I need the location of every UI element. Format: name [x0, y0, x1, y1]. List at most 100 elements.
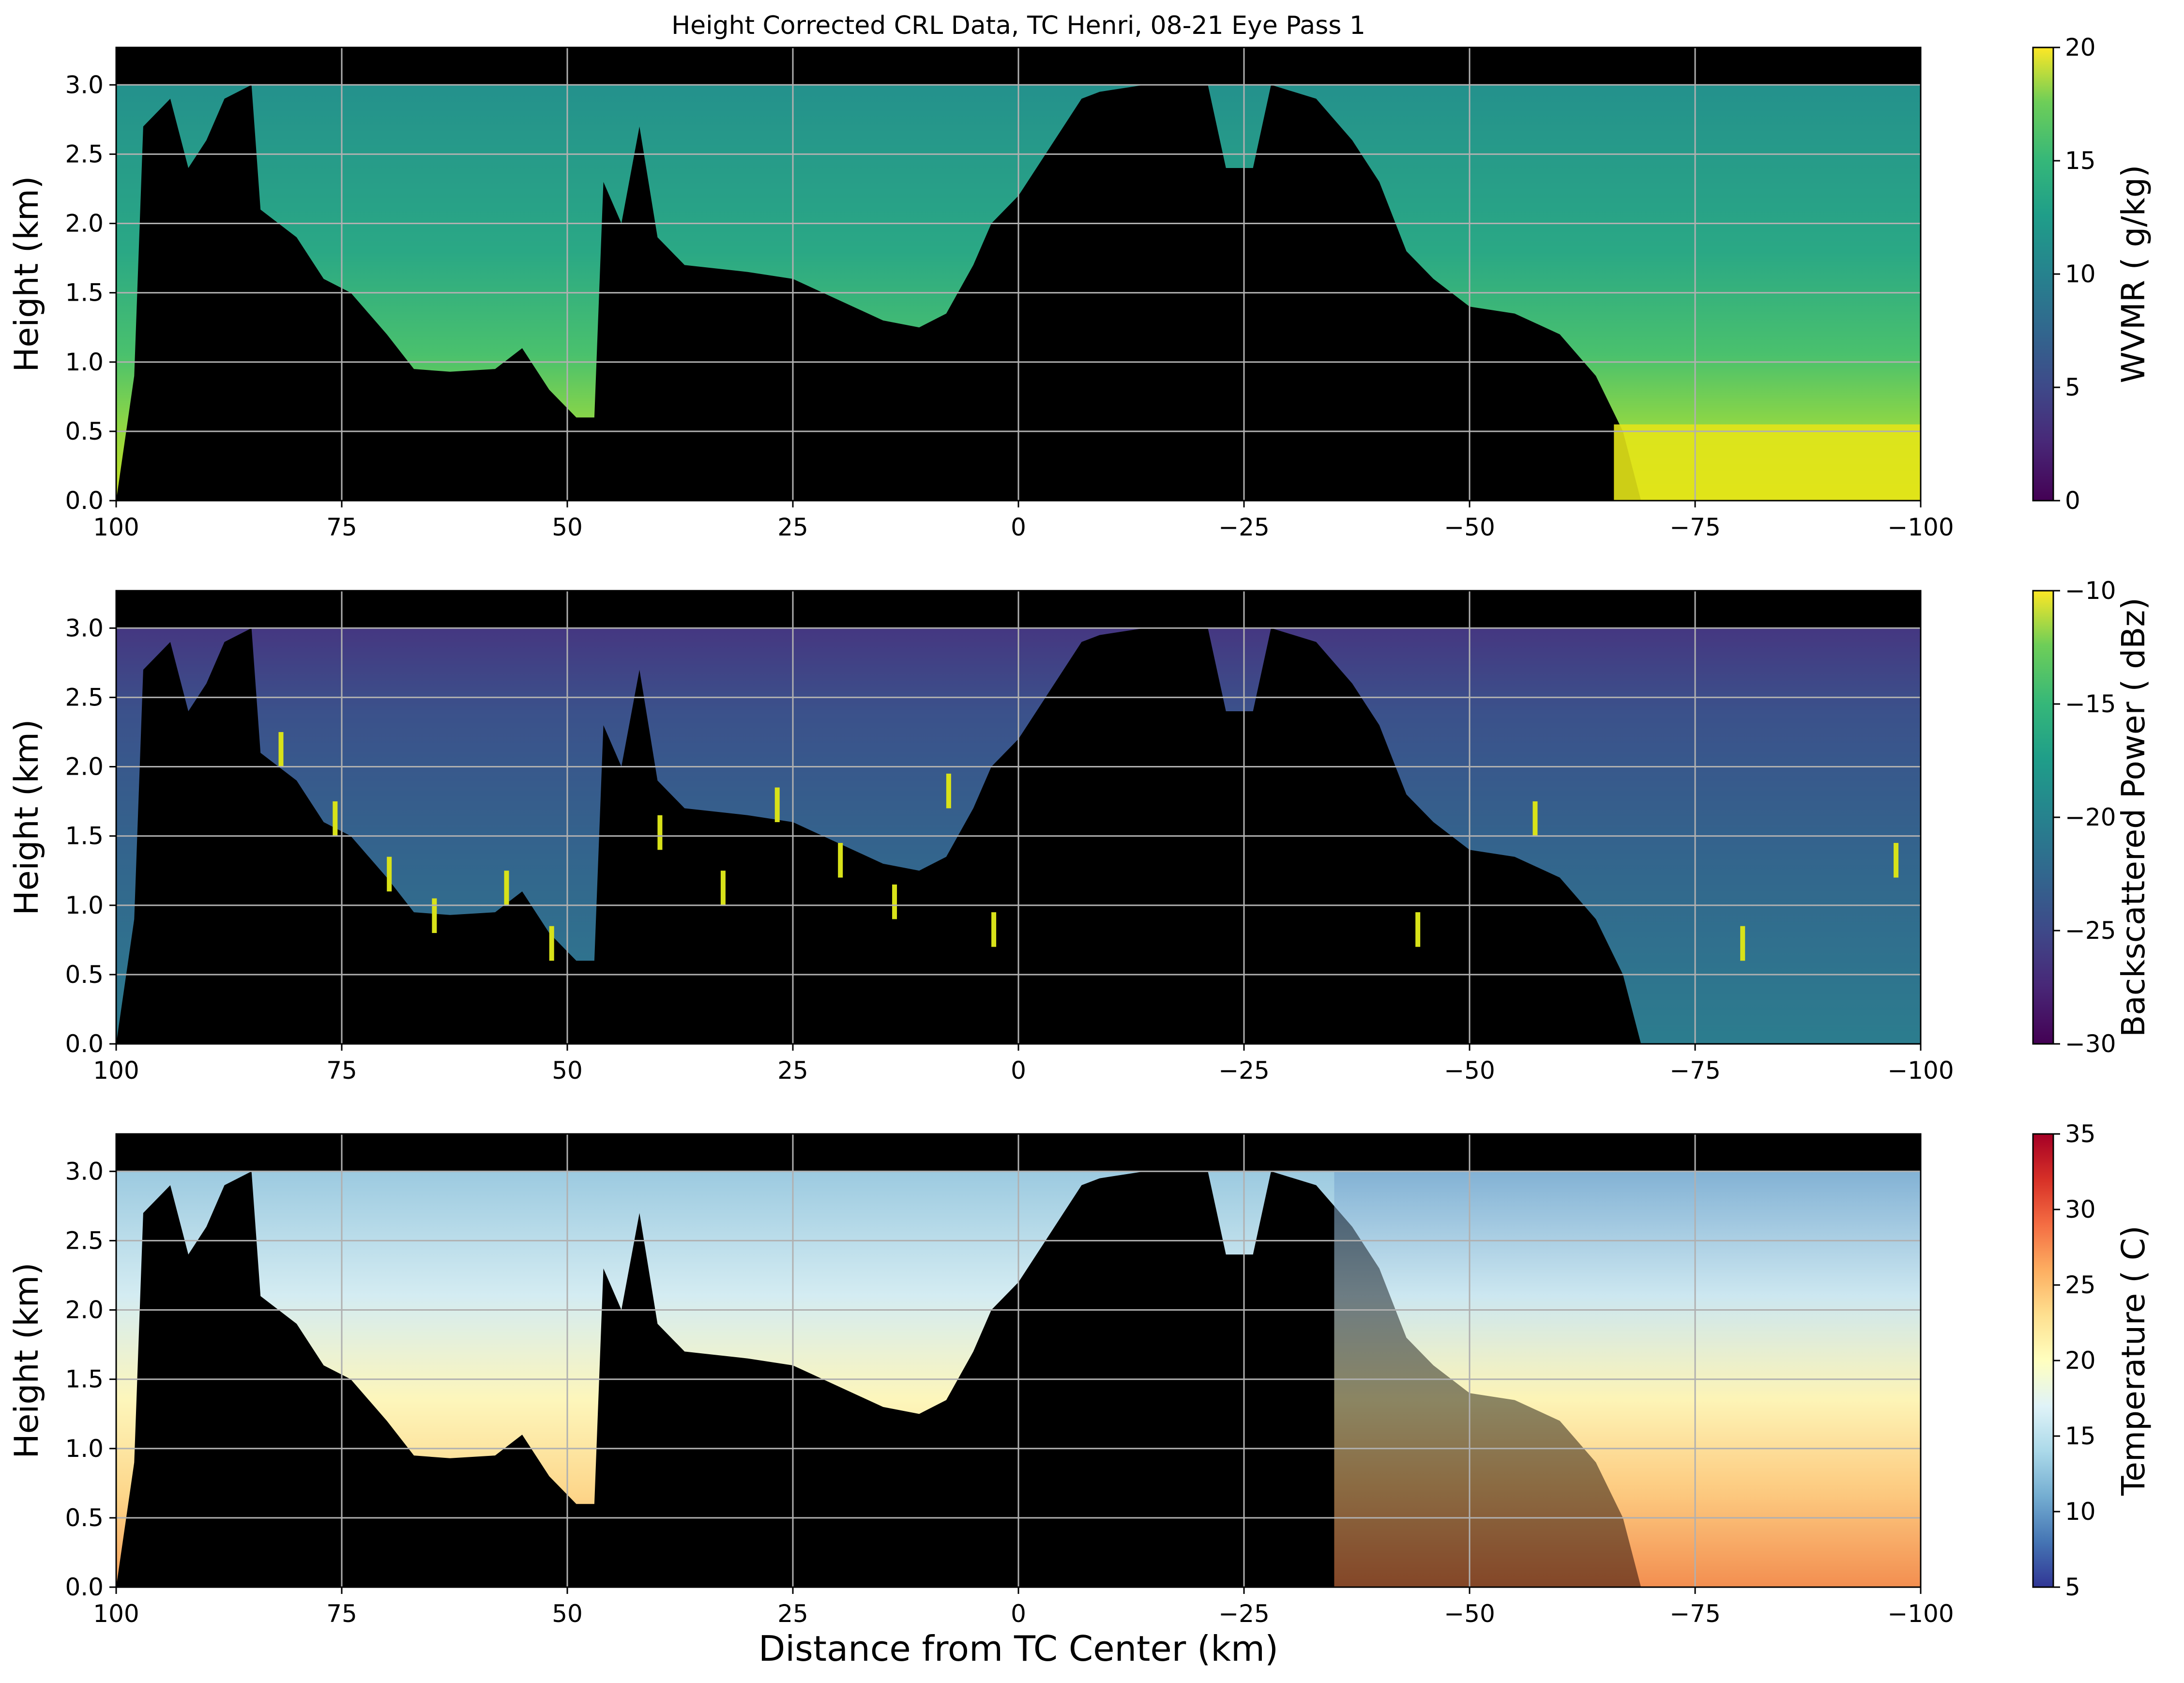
- x-tick-label: 0: [1011, 1600, 1026, 1628]
- x-axis-label: Distance from TC Center (km): [758, 1628, 1278, 1669]
- cloud-return: [1532, 801, 1538, 836]
- y-tick-label: 1.0: [65, 1435, 104, 1463]
- cloud-return: [432, 898, 437, 933]
- y-tick-label: 0.0: [65, 487, 104, 515]
- colorbar-tick-label: 15: [2065, 147, 2096, 175]
- x-tick-label: −25: [1218, 1056, 1270, 1085]
- colorbar-tick-label: 15: [2065, 1422, 2096, 1450]
- x-tick-label: −25: [1218, 513, 1270, 541]
- cloud-return: [1740, 926, 1745, 961]
- x-tick-label: 75: [326, 1600, 357, 1628]
- colorbar-tick-label: 20: [2065, 33, 2096, 61]
- y-tick-label: 2.5: [65, 140, 104, 168]
- colorbar-tick-label: −10: [2065, 577, 2116, 605]
- y-tick-label: 2.5: [65, 683, 104, 711]
- cloud-return: [333, 801, 338, 836]
- y-axis-label: Height (km): [8, 719, 46, 915]
- x-tick-label: 75: [326, 513, 357, 541]
- panel-1: 100 75 50 25 0 −25 −50 −75 −1000.00.51.01.52.02.…: [8, 33, 2152, 541]
- y-tick-label: 3.0: [65, 614, 104, 642]
- y-tick-label: 0.5: [65, 417, 104, 445]
- colorbar-tick-label: 5: [2065, 1573, 2080, 1601]
- colorbar: [2032, 46, 2054, 502]
- cloud-return: [504, 871, 509, 905]
- y-tick-label: 2.0: [65, 1296, 104, 1324]
- y-tick-label: 0.5: [65, 1504, 104, 1532]
- colorbar-tick-label: −15: [2065, 690, 2116, 718]
- y-tick-label: 1.0: [65, 348, 104, 376]
- colorbar-tick-label: 10: [2065, 1498, 2096, 1526]
- x-tick-label: 25: [777, 1600, 808, 1628]
- y-tick-label: 1.5: [65, 1365, 104, 1393]
- cloud-return: [549, 926, 554, 961]
- figure-title: Height Corrected CRL Data, TC Henri, 08-…: [671, 11, 1365, 40]
- x-tick-label: 25: [777, 513, 808, 541]
- x-tick-label: 0: [1011, 513, 1026, 541]
- x-tick-label: −25: [1218, 1600, 1270, 1628]
- x-tick-label: 50: [552, 1600, 583, 1628]
- colorbar-tick-label: −25: [2065, 917, 2116, 945]
- cloud-return: [838, 842, 843, 878]
- cloud-return: [1894, 842, 1899, 878]
- colorbar-tick-label: −30: [2065, 1030, 2116, 1058]
- axes-frame: [115, 46, 1922, 502]
- panel-3: 100 75 50 25 0 −25 −50 −75 −100 0.0 0.5 1.0 1.5 2.0 2.…: [8, 1120, 2152, 1628]
- x-tick-label: −100: [1887, 1600, 1954, 1628]
- cloud-return: [387, 857, 392, 892]
- cloud-return: [720, 871, 726, 905]
- moist-boundary-layer: [1614, 424, 1921, 501]
- x-tick-label: 50: [552, 513, 583, 541]
- x-tick-label: 0: [1011, 1056, 1026, 1085]
- colorbar-tick-label: 35: [2065, 1120, 2096, 1148]
- colorbar-tick-label: 5: [2065, 373, 2080, 401]
- y-tick-label: 1.0: [65, 891, 104, 919]
- cloud-return: [1415, 912, 1421, 947]
- y-tick-label: 3.0: [65, 1157, 104, 1185]
- cloud-return: [892, 884, 897, 919]
- axes-frame: [115, 1133, 1922, 1588]
- y-axis-label: Height (km): [8, 176, 46, 372]
- y-tick-label: 2.5: [65, 1226, 104, 1255]
- x-tick-label: 50: [552, 1056, 583, 1085]
- axes-frame: [115, 590, 1922, 1045]
- y-axis-label: Height (km): [8, 1262, 46, 1458]
- y-tick-label: 1.5: [65, 279, 104, 307]
- colorbar: [2032, 1133, 2054, 1588]
- x-tick-label: 100: [93, 1600, 139, 1628]
- y-tick-label: 3.0: [65, 71, 104, 99]
- colorbar-label: WVMR ( g/kg): [2115, 165, 2152, 383]
- x-tick-label: −100: [1887, 513, 1954, 541]
- colorbar-tick-label: 10: [2065, 260, 2096, 288]
- x-tick-label: −75: [1669, 1056, 1721, 1085]
- colorbar-label: Backscattered Power ( dBz): [2115, 597, 2152, 1037]
- cloud-return: [946, 773, 951, 809]
- y-tick-label: 0.0: [65, 1030, 104, 1058]
- x-tick-label: 25: [777, 1056, 808, 1085]
- y-tick-label: 2.0: [65, 210, 104, 238]
- y-tick-label: 2.0: [65, 753, 104, 781]
- colorbar-label: Temperature ( C): [2115, 1225, 2152, 1496]
- cloud-return: [774, 787, 780, 823]
- colorbar-tick-label: 0: [2065, 487, 2080, 515]
- cloud-return: [991, 912, 997, 947]
- y-tick-label: 1.5: [65, 822, 104, 850]
- x-tick-label: −75: [1669, 513, 1721, 541]
- x-tick-label: −75: [1669, 1600, 1721, 1628]
- colorbar-tick-label: 20: [2065, 1346, 2096, 1375]
- x-tick-label: −50: [1444, 1056, 1495, 1085]
- y-tick-label: 0.5: [65, 961, 104, 989]
- x-tick-label: 100: [93, 1056, 139, 1085]
- x-tick-label: −50: [1444, 1600, 1495, 1628]
- cloud-return: [278, 732, 284, 767]
- y-tick-label: 0.0: [65, 1573, 104, 1601]
- x-tick-label: 75: [326, 1056, 357, 1085]
- colorbar-tick-label: 30: [2065, 1195, 2096, 1224]
- colorbar: [2032, 590, 2054, 1045]
- cloud-return: [657, 815, 663, 850]
- colorbar-tick-label: 25: [2065, 1271, 2096, 1299]
- x-tick-label: 100: [93, 513, 139, 541]
- colorbar-tick-label: −20: [2065, 803, 2116, 831]
- panel-2: 100 75 50 25 0 −25 −50 −75 −100 0.0 0.5 1.0 1.5 2.0 2.…: [8, 577, 2152, 1085]
- x-tick-label: −50: [1444, 513, 1495, 541]
